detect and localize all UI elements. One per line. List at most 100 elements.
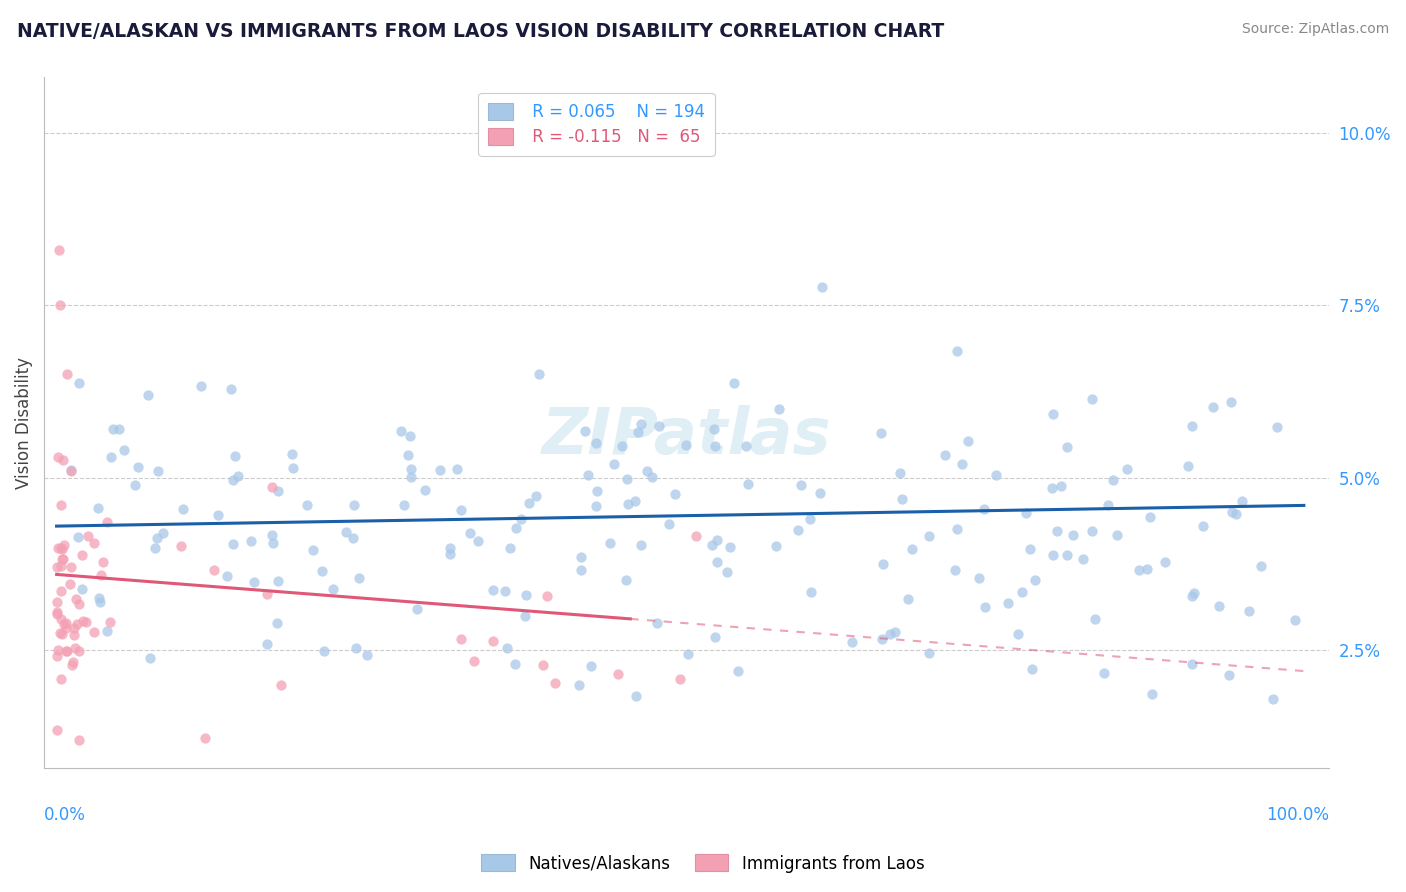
Point <box>46 723 69 737</box>
Point <box>49 558 72 573</box>
Point <box>96 624 118 638</box>
Point <box>946 522 969 536</box>
Point <box>49 298 72 312</box>
Point <box>934 448 956 462</box>
Point <box>281 447 304 461</box>
Point <box>603 457 626 471</box>
Point <box>1202 400 1225 414</box>
Point <box>396 449 419 463</box>
Point <box>1097 498 1119 512</box>
Point <box>219 382 242 396</box>
Point <box>943 563 966 577</box>
Point <box>1024 574 1046 588</box>
Point <box>664 487 686 501</box>
Point <box>765 539 787 553</box>
Point <box>349 571 371 585</box>
Point <box>262 480 284 494</box>
Point <box>1080 524 1102 538</box>
Point <box>87 591 110 605</box>
Point <box>49 625 72 640</box>
Point <box>647 418 669 433</box>
Point <box>75 615 97 629</box>
Point <box>997 596 1019 610</box>
Point <box>967 571 990 585</box>
Point <box>1250 559 1272 574</box>
Point <box>217 568 239 582</box>
Point <box>266 616 288 631</box>
Point <box>515 609 537 624</box>
Point <box>706 533 728 547</box>
Point <box>706 555 728 569</box>
Point <box>703 630 725 644</box>
Point <box>49 672 72 686</box>
Point <box>658 517 681 532</box>
Point <box>48 243 70 257</box>
Point <box>1116 462 1139 476</box>
Point <box>872 558 894 572</box>
Point <box>467 534 489 549</box>
Point <box>52 538 75 552</box>
Point <box>585 436 607 450</box>
Point <box>46 607 69 621</box>
Point <box>1042 481 1064 495</box>
Point <box>576 468 599 483</box>
Point <box>302 543 325 558</box>
Point <box>55 368 77 382</box>
Point <box>768 402 790 417</box>
Point <box>399 429 422 443</box>
Point <box>1139 510 1161 524</box>
Point <box>579 659 602 673</box>
Point <box>83 536 105 550</box>
Point <box>703 422 725 436</box>
Point <box>1007 627 1029 641</box>
Point <box>1181 589 1204 603</box>
Point <box>52 452 75 467</box>
Point <box>262 527 284 541</box>
Point <box>574 424 596 438</box>
Point <box>585 499 607 513</box>
Point <box>1140 687 1163 701</box>
Point <box>1237 604 1260 618</box>
Point <box>399 462 422 476</box>
Point <box>139 650 162 665</box>
Point <box>172 501 194 516</box>
Point <box>342 532 364 546</box>
Point <box>630 538 652 552</box>
Point <box>67 597 90 611</box>
Point <box>869 426 891 441</box>
Point <box>55 621 77 635</box>
Point <box>45 649 67 664</box>
Point <box>1081 392 1104 406</box>
Point <box>394 498 416 512</box>
Point <box>439 541 461 555</box>
Point <box>256 587 278 601</box>
Point <box>536 589 558 603</box>
Point <box>636 465 658 479</box>
Point <box>704 439 727 453</box>
Point <box>946 344 969 359</box>
Point <box>67 644 90 658</box>
Point <box>46 559 69 574</box>
Point <box>59 577 82 591</box>
Point <box>723 376 745 391</box>
Point <box>737 477 759 491</box>
Point <box>503 657 526 672</box>
Point <box>1011 585 1033 599</box>
Point <box>984 467 1007 482</box>
Point <box>1225 508 1247 522</box>
Point <box>1219 395 1241 409</box>
Point <box>897 592 920 607</box>
Point <box>494 583 516 598</box>
Point <box>1015 506 1038 520</box>
Point <box>90 568 112 582</box>
Point <box>1042 549 1064 563</box>
Point <box>891 492 914 507</box>
Point <box>1092 665 1115 680</box>
Point <box>917 529 939 543</box>
Point <box>624 690 647 704</box>
Point <box>49 541 72 555</box>
Point <box>458 526 481 541</box>
Point <box>344 640 367 655</box>
Point <box>67 376 90 391</box>
Point <box>612 439 634 453</box>
